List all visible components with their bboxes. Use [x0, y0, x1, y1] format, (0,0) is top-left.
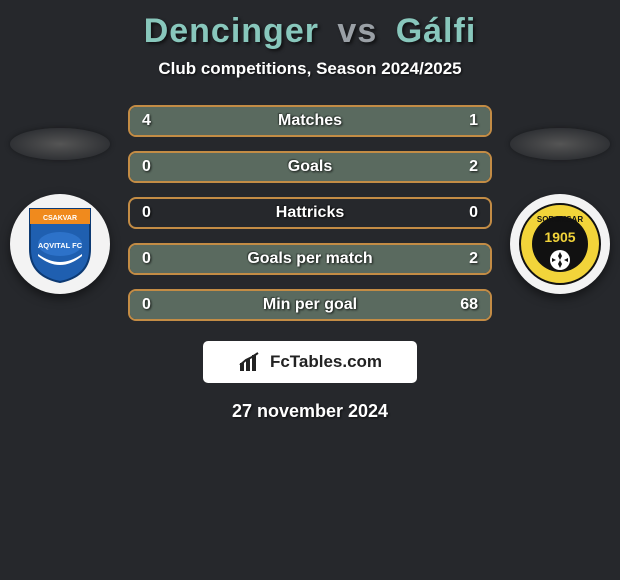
player1-name: Dencinger — [144, 12, 319, 50]
stat-value-left: 0 — [142, 204, 151, 222]
stat-label: Goals per match — [247, 250, 372, 268]
stat-label: Min per goal — [263, 296, 357, 314]
stat-value-left: 4 — [142, 112, 151, 130]
stat-label: Matches — [278, 112, 342, 130]
stat-value-right: 1 — [469, 112, 478, 130]
stats-column: 4 Matches 1 0 Goals 2 0 Hattricks 0 0 Goals per ma… — [110, 105, 510, 321]
stat-fill-left — [130, 107, 418, 135]
stat-bar: 0 Goals 2 — [128, 151, 492, 183]
comparison-card: Dencinger vs Gálfi Club competitions, Se… — [0, 0, 620, 422]
stat-value-right: 0 — [469, 204, 478, 222]
stat-fill-right — [418, 107, 490, 135]
svg-text:1905: 1905 — [544, 229, 575, 245]
stat-value-left: 0 — [142, 296, 151, 314]
branding-text: FcTables.com — [270, 352, 382, 372]
stat-value-left: 0 — [142, 250, 151, 268]
crest-right-icon: SOROKSAR 1905 — [518, 202, 602, 286]
soroksar-crest: SOROKSAR 1905 — [510, 194, 610, 294]
svg-text:CSAKVAR: CSAKVAR — [43, 215, 77, 222]
stat-label: Hattricks — [276, 204, 344, 222]
stat-bar: 0 Min per goal 68 — [128, 289, 492, 321]
player1-shadow — [10, 128, 110, 160]
aqvital-fc-crest: CSAKVAR AQVITAL FC — [10, 194, 110, 294]
svg-text:SOROKSAR: SOROKSAR — [537, 215, 583, 224]
stat-label: Goals — [288, 158, 332, 176]
vs-label: vs — [329, 12, 385, 50]
bar-chart-icon — [238, 351, 264, 373]
stat-value-right: 2 — [469, 158, 478, 176]
date-label: 27 november 2024 — [232, 401, 388, 422]
subtitle: Club competitions, Season 2024/2025 — [158, 59, 461, 79]
branding-box[interactable]: FcTables.com — [203, 341, 417, 383]
stat-bar: 0 Hattricks 0 — [128, 197, 492, 229]
main-row: CSAKVAR AQVITAL FC 4 Matches 1 0 Goals 2 0 Hatt… — [0, 101, 620, 321]
stat-bar: 4 Matches 1 — [128, 105, 492, 137]
stat-value-right: 68 — [460, 296, 478, 314]
player2-shadow — [510, 128, 610, 160]
stat-value-right: 2 — [469, 250, 478, 268]
stat-bar: 0 Goals per match 2 — [128, 243, 492, 275]
svg-text:AQVITAL FC: AQVITAL FC — [38, 241, 83, 250]
left-column: CSAKVAR AQVITAL FC — [10, 128, 110, 294]
page-title: Dencinger vs Gálfi — [144, 12, 477, 51]
stat-value-left: 0 — [142, 158, 151, 176]
player2-name: Gálfi — [396, 12, 477, 50]
crest-left-icon: CSAKVAR AQVITAL FC — [25, 204, 95, 284]
right-column: SOROKSAR 1905 — [510, 128, 610, 294]
